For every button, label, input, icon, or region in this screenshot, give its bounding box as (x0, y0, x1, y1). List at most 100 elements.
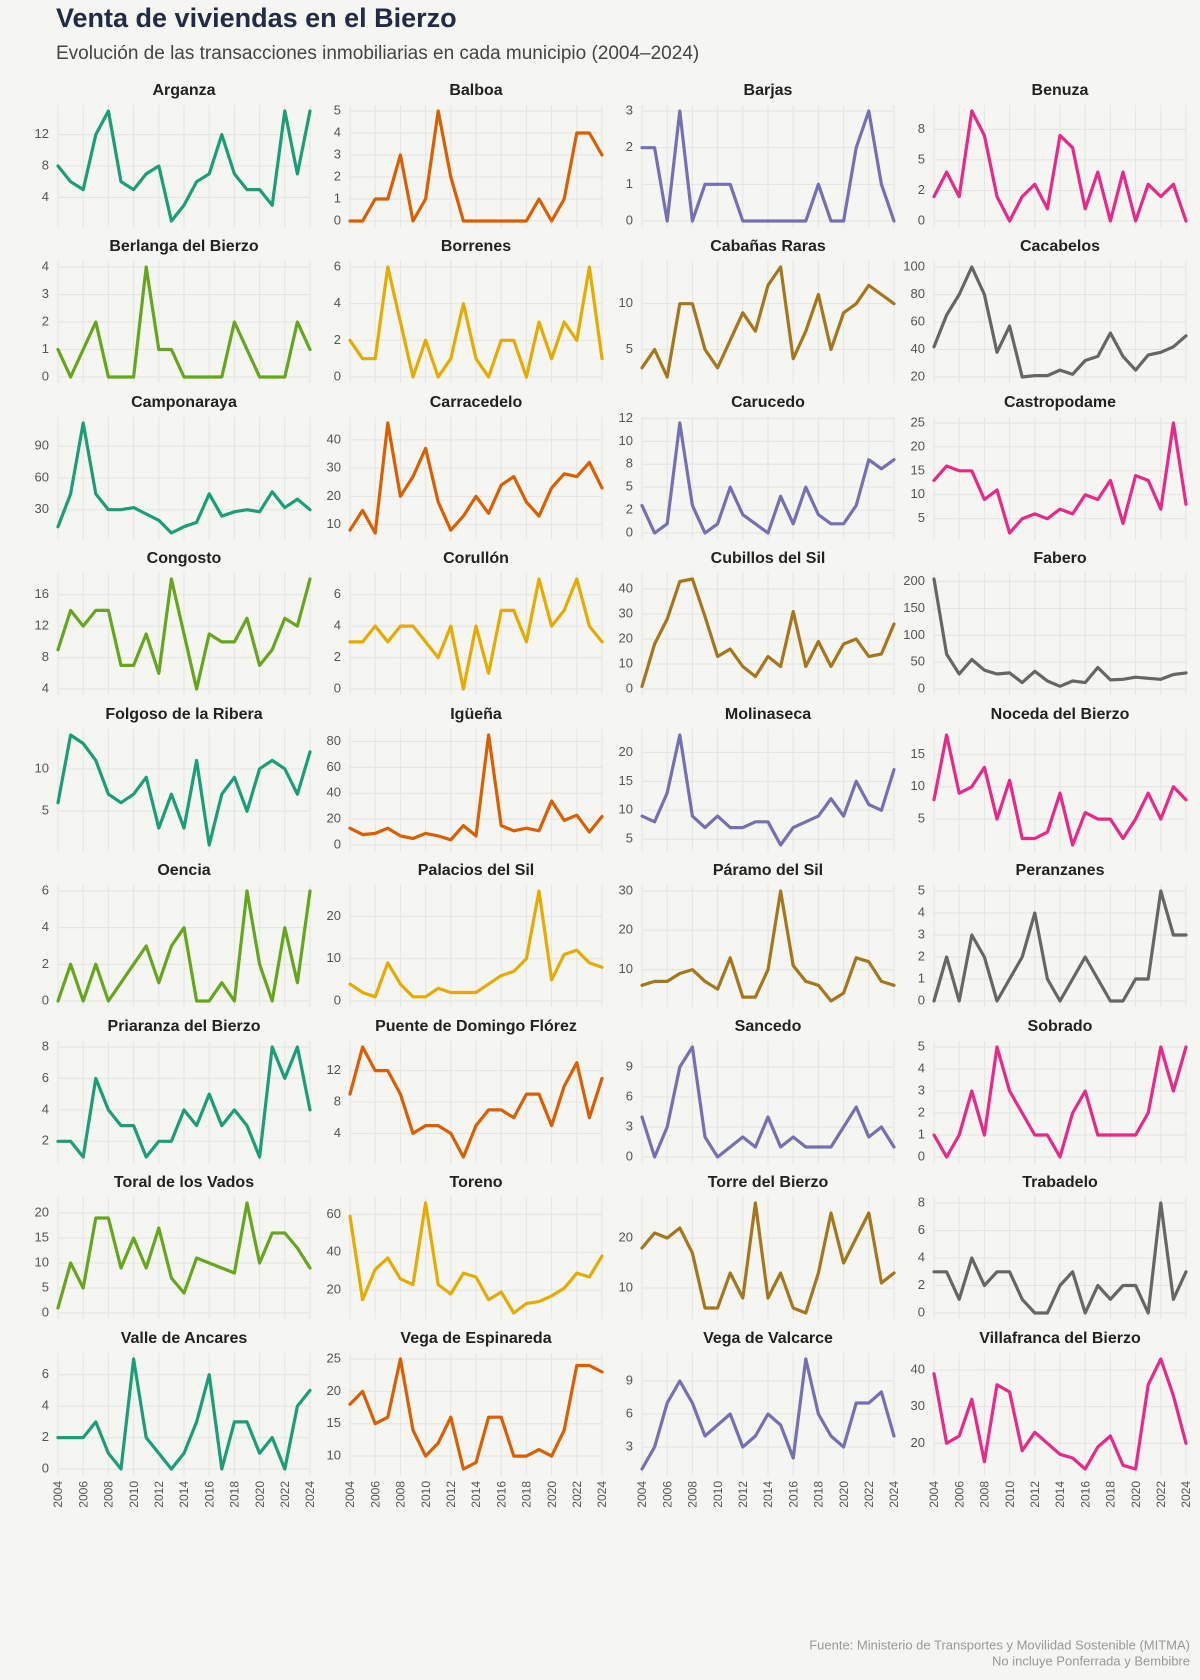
panel-title: Igüeña (450, 706, 502, 723)
note: No incluye Ponferrada y Bembibre (992, 1653, 1190, 1668)
series-line (56, 1357, 312, 1471)
x-tick-label: 2014 (761, 1481, 775, 1508)
panel-title: Congosto (147, 550, 222, 567)
y-tick-label: 5 (918, 510, 925, 525)
y-tick-label: 20 (619, 744, 633, 759)
panel-title: Fabero (1033, 550, 1087, 567)
x-tick-label: 2022 (862, 1481, 876, 1508)
y-tick-label: 2 (334, 649, 341, 664)
panel-title: Carracedelo (430, 394, 523, 411)
y-tick-label: 2 (918, 1277, 925, 1292)
panel-title: Folgoso de la Ribera (105, 706, 262, 723)
y-tick-label: 25 (327, 1350, 341, 1365)
y-tick-label: 5 (42, 803, 49, 818)
x-tick-label: 2018 (812, 1481, 826, 1508)
x-tick-label: 2016 (786, 1481, 800, 1508)
x-tick-label: 2022 (570, 1481, 584, 1508)
y-tick-label: 5 (626, 341, 633, 356)
y-tick-label: 6 (334, 258, 341, 273)
series-line (348, 889, 604, 999)
x-tick-label: 2020 (837, 1481, 851, 1508)
y-tick-label: 40 (911, 341, 925, 356)
series-line (640, 1201, 896, 1315)
series-line (932, 577, 1188, 688)
y-tick-label: 5 (918, 882, 925, 897)
y-tick-label: 12 (35, 618, 49, 633)
series-line (56, 109, 312, 223)
series-line (56, 577, 312, 691)
y-tick-label: 1 (626, 176, 633, 191)
y-tick-label: 3 (918, 926, 925, 941)
x-tick-label: 2006 (368, 1481, 382, 1508)
series-line (348, 265, 604, 379)
y-tick-label: 0 (626, 212, 633, 227)
y-tick-label: 40 (619, 580, 633, 595)
y-tick-label: 20 (35, 1204, 49, 1219)
y-tick-label: 15 (35, 1229, 49, 1244)
y-tick-label: 20 (619, 1229, 633, 1244)
panel-title: Oencia (157, 862, 210, 879)
series-line (56, 421, 312, 535)
y-tick-label: 60 (327, 759, 341, 774)
y-tick-label: 9 (626, 1372, 633, 1387)
x-tick-label: 2016 (494, 1481, 508, 1508)
x-tick-label: 2020 (1129, 1481, 1143, 1508)
y-tick-label: 8 (918, 121, 925, 136)
x-tick-label: 2006 (76, 1481, 90, 1508)
panel-title: Cacabelos (1020, 238, 1100, 255)
y-tick-label: 8 (334, 1093, 341, 1108)
panel-title: Toral de los Vados (114, 1174, 254, 1191)
y-tick-label: 5 (918, 151, 925, 166)
series-line (640, 1045, 896, 1159)
x-tick-label: 2014 (469, 1481, 483, 1508)
panel-title: Sancedo (735, 1018, 802, 1035)
series-line (640, 577, 896, 689)
series-line (56, 265, 312, 379)
panel-title: Borrenes (441, 238, 511, 255)
y-tick-label: 0 (334, 680, 341, 695)
panel-title: Toreno (449, 1174, 502, 1191)
y-tick-label: 20 (619, 922, 633, 937)
series-line (348, 1045, 604, 1159)
y-tick-label: 10 (619, 295, 633, 310)
series-line (640, 889, 896, 1003)
x-tick-label: 2020 (253, 1481, 267, 1508)
panel-title: Palacios del Sil (418, 862, 535, 879)
y-tick-label: 4 (42, 1398, 49, 1413)
y-tick-label: 0 (918, 1148, 925, 1163)
y-tick-label: 4 (334, 1125, 341, 1140)
series-line (932, 1357, 1188, 1471)
y-tick-label: 10 (619, 802, 633, 817)
y-tick-label: 5 (626, 831, 633, 846)
x-tick-label: 2024 (1179, 1481, 1193, 1508)
y-tick-label: 15 (619, 773, 633, 788)
panel-title: Puente de Domingo Flórez (375, 1018, 577, 1035)
panel-title: Arganza (152, 82, 215, 99)
y-tick-label: 2 (918, 182, 925, 197)
panel-title: Benuza (1032, 82, 1089, 99)
y-tick-label: 3 (918, 1082, 925, 1097)
y-tick-label: 6 (42, 1070, 49, 1085)
panel-title: Castropodame (1004, 394, 1116, 411)
y-tick-label: 3 (626, 1118, 633, 1133)
y-tick-label: 2 (626, 502, 633, 517)
series-line (932, 421, 1188, 535)
panel-title: Valle de Ancares (121, 1330, 248, 1347)
y-tick-label: 60 (35, 469, 49, 484)
y-tick-label: 4 (918, 1249, 925, 1264)
x-tick-label: 2004 (635, 1481, 649, 1508)
y-tick-label: 6 (334, 586, 341, 601)
y-tick-label: 20 (911, 1435, 925, 1450)
x-tick-label: 2010 (1003, 1481, 1017, 1508)
x-tick-label: 2018 (520, 1481, 534, 1508)
y-tick-label: 3 (626, 102, 633, 117)
y-tick-label: 80 (911, 286, 925, 301)
y-tick-label: 5 (918, 811, 925, 826)
panel-title: Corullón (443, 550, 509, 567)
y-tick-label: 6 (42, 882, 49, 897)
y-tick-label: 0 (334, 368, 341, 383)
y-tick-label: 6 (626, 1088, 633, 1103)
y-tick-label: 2 (42, 1429, 49, 1444)
y-tick-label: 0 (626, 524, 633, 539)
